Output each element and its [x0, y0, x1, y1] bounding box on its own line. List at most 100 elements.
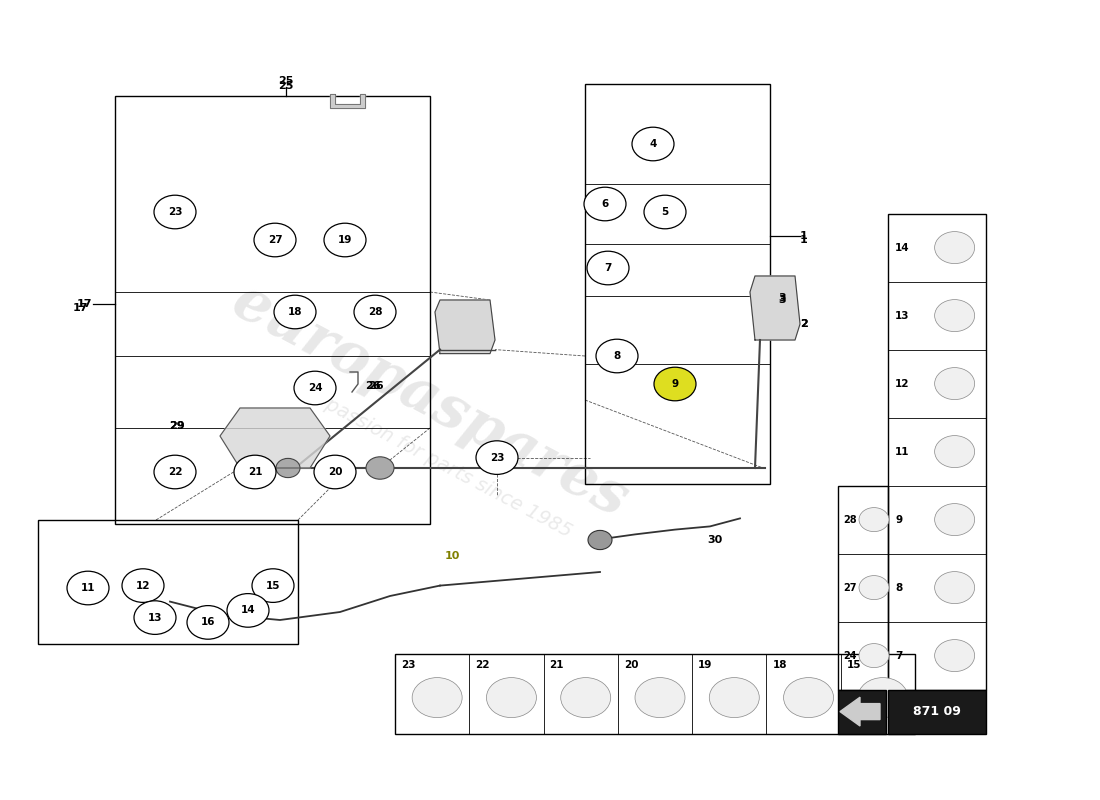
- Text: 18: 18: [772, 660, 786, 670]
- Text: 26: 26: [368, 381, 384, 390]
- Circle shape: [587, 251, 629, 285]
- Circle shape: [154, 455, 196, 489]
- Text: 29: 29: [169, 421, 185, 430]
- Text: 8: 8: [895, 582, 902, 593]
- Text: 2: 2: [800, 319, 807, 329]
- Text: 871 09: 871 09: [913, 705, 961, 718]
- Text: 25: 25: [278, 76, 294, 86]
- Text: 27: 27: [267, 235, 283, 245]
- Text: 9: 9: [895, 514, 902, 525]
- Circle shape: [859, 643, 889, 667]
- Circle shape: [67, 571, 109, 605]
- Text: 3: 3: [778, 295, 785, 305]
- Circle shape: [366, 457, 394, 479]
- Circle shape: [858, 678, 907, 718]
- Polygon shape: [330, 94, 365, 108]
- Circle shape: [935, 640, 975, 672]
- Text: europaspares: europaspares: [222, 272, 638, 528]
- Circle shape: [324, 223, 366, 257]
- Circle shape: [859, 507, 889, 531]
- Text: 24: 24: [308, 383, 322, 393]
- Circle shape: [935, 231, 975, 264]
- Circle shape: [476, 441, 518, 474]
- Circle shape: [644, 195, 686, 229]
- Text: 4: 4: [649, 139, 657, 149]
- FancyBboxPatch shape: [888, 690, 986, 734]
- Circle shape: [935, 435, 975, 467]
- Text: 23: 23: [402, 660, 416, 670]
- Text: 13: 13: [147, 613, 163, 622]
- Circle shape: [412, 678, 462, 718]
- Text: 14: 14: [895, 242, 910, 253]
- Polygon shape: [220, 408, 330, 468]
- Circle shape: [710, 678, 759, 718]
- Text: 15: 15: [847, 660, 861, 670]
- Circle shape: [935, 368, 975, 400]
- Circle shape: [134, 601, 176, 634]
- Text: 21: 21: [248, 467, 262, 477]
- Text: 25: 25: [278, 81, 294, 90]
- Text: 6: 6: [602, 199, 608, 209]
- Text: 12: 12: [135, 581, 151, 590]
- Text: 12: 12: [895, 378, 910, 389]
- Text: 9: 9: [671, 379, 679, 389]
- Text: 2: 2: [800, 319, 807, 329]
- Circle shape: [314, 455, 356, 489]
- Text: 8: 8: [614, 351, 620, 361]
- Circle shape: [122, 569, 164, 602]
- Circle shape: [276, 458, 300, 478]
- Text: a passion for parts since 1985: a passion for parts since 1985: [306, 386, 574, 542]
- Circle shape: [859, 576, 889, 600]
- Text: 22: 22: [475, 660, 490, 670]
- Text: 19: 19: [698, 660, 713, 670]
- Circle shape: [935, 571, 975, 603]
- Text: 17: 17: [77, 299, 92, 309]
- Polygon shape: [840, 697, 880, 726]
- Text: 24: 24: [843, 650, 857, 661]
- Circle shape: [588, 530, 612, 550]
- Text: 28: 28: [843, 514, 857, 525]
- Text: 21: 21: [550, 660, 564, 670]
- Circle shape: [187, 606, 229, 639]
- Text: 7: 7: [895, 650, 902, 661]
- Text: 16: 16: [200, 618, 216, 627]
- Circle shape: [935, 504, 975, 536]
- Text: 1: 1: [800, 235, 807, 245]
- Polygon shape: [750, 276, 800, 340]
- Text: 1: 1: [800, 231, 807, 241]
- Text: 20: 20: [624, 660, 638, 670]
- Text: 26: 26: [365, 381, 381, 390]
- Circle shape: [252, 569, 294, 602]
- Text: 29: 29: [169, 421, 185, 430]
- Text: 28: 28: [367, 307, 383, 317]
- Circle shape: [632, 127, 674, 161]
- Circle shape: [294, 371, 335, 405]
- Circle shape: [596, 339, 638, 373]
- Text: 27: 27: [843, 582, 857, 593]
- Text: 5: 5: [661, 207, 669, 217]
- Text: 11: 11: [895, 446, 910, 457]
- Text: 7: 7: [604, 263, 612, 273]
- Circle shape: [654, 367, 696, 401]
- Circle shape: [154, 195, 196, 229]
- Text: 23: 23: [490, 453, 504, 462]
- Text: 19: 19: [338, 235, 352, 245]
- Text: 10: 10: [444, 551, 460, 561]
- Text: 23: 23: [167, 207, 183, 217]
- Text: 3: 3: [778, 293, 785, 302]
- Circle shape: [234, 455, 276, 489]
- Circle shape: [354, 295, 396, 329]
- Circle shape: [486, 678, 537, 718]
- Text: 13: 13: [895, 310, 910, 321]
- Polygon shape: [434, 300, 495, 354]
- Text: 30: 30: [707, 535, 723, 545]
- Circle shape: [227, 594, 270, 627]
- Text: 18: 18: [288, 307, 302, 317]
- Circle shape: [584, 187, 626, 221]
- Circle shape: [935, 300, 975, 332]
- Text: 17: 17: [73, 303, 88, 313]
- Text: 15: 15: [266, 581, 280, 590]
- Text: 22: 22: [167, 467, 183, 477]
- Circle shape: [635, 678, 685, 718]
- FancyBboxPatch shape: [838, 690, 886, 734]
